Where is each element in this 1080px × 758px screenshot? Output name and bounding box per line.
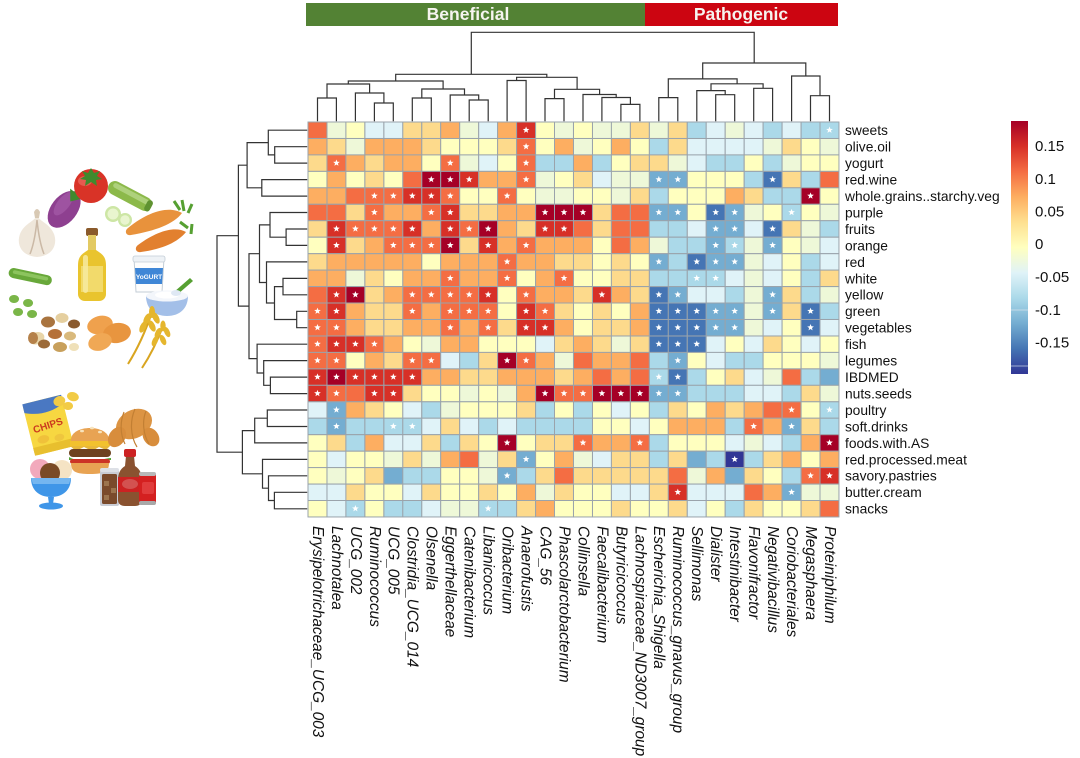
svg-text:0.15: 0.15 xyxy=(1035,138,1064,155)
svg-text:purple: purple xyxy=(845,205,884,220)
svg-text:Ruminococcus_gnavus_group: Ruminococcus_gnavus_group xyxy=(669,526,686,733)
svg-text:fruits: fruits xyxy=(845,222,875,237)
svg-text:Olsenella: Olsenella xyxy=(423,526,440,591)
svg-text:Phascolarctobacterium: Phascolarctobacterium xyxy=(555,526,572,683)
svg-text:Escherichia_Shigella: Escherichia_Shigella xyxy=(650,526,667,669)
svg-text:YoGURT: YoGURT xyxy=(136,274,162,281)
svg-text:Erysipelotrichaceae_UCG_003: Erysipelotrichaceae_UCG_003 xyxy=(309,526,326,738)
svg-text:poultry: poultry xyxy=(845,403,887,418)
svg-text:UCG_005: UCG_005 xyxy=(385,526,402,595)
svg-text:Ruminococcus: Ruminococcus xyxy=(366,526,383,627)
svg-text:snacks: snacks xyxy=(845,502,888,517)
svg-text:savory.pastries: savory.pastries xyxy=(845,469,937,484)
svg-text:sweets: sweets xyxy=(845,123,888,138)
svg-text:soft.drinks: soft.drinks xyxy=(845,419,908,434)
svg-text:butter.cream: butter.cream xyxy=(845,485,922,500)
svg-text:olive.oil: olive.oil xyxy=(845,140,891,155)
svg-text:Intestinibacter: Intestinibacter xyxy=(726,526,743,623)
svg-text:nuts.seeds: nuts.seeds xyxy=(845,387,912,402)
svg-text:Catenibacterium: Catenibacterium xyxy=(461,526,478,638)
svg-text:Beneficial: Beneficial xyxy=(427,4,510,24)
svg-text:green: green xyxy=(845,304,880,319)
svg-text:-0.1: -0.1 xyxy=(1035,302,1061,319)
svg-text:red.processed.meat: red.processed.meat xyxy=(845,452,967,467)
svg-text:fish: fish xyxy=(845,337,866,352)
svg-text:Clostridia_UCG_014: Clostridia_UCG_014 xyxy=(404,526,421,667)
svg-text:yellow: yellow xyxy=(845,288,883,303)
svg-text:foods.with.AS: foods.with.AS xyxy=(845,436,929,451)
svg-text:whole.grains..starchy.veg: whole.grains..starchy.veg xyxy=(844,189,1000,204)
svg-text:Libanicoccus: Libanicoccus xyxy=(480,526,497,615)
svg-text:-0.15: -0.15 xyxy=(1035,335,1069,352)
svg-text:legumes: legumes xyxy=(845,354,897,369)
svg-text:red.wine: red.wine xyxy=(845,173,897,188)
svg-text:Coriobacteriales: Coriobacteriales xyxy=(783,526,800,638)
svg-text:Pathogenic: Pathogenic xyxy=(694,4,789,24)
svg-text:Lachnotalea: Lachnotalea xyxy=(328,526,345,610)
svg-text:Butyricicoccus: Butyricicoccus xyxy=(612,526,629,625)
svg-text:IBDMED: IBDMED xyxy=(845,370,899,385)
svg-text:Faecalibacterium: Faecalibacterium xyxy=(593,526,610,643)
svg-text:Megasphaera: Megasphaera xyxy=(802,526,819,621)
svg-text:Lachnospiraceae_ND3007_group: Lachnospiraceae_ND3007_group xyxy=(631,526,648,757)
svg-text:Eggerthellaceae: Eggerthellaceae xyxy=(442,526,459,637)
svg-text:vegetables: vegetables xyxy=(845,321,912,336)
svg-text:Anaerofustis: Anaerofustis xyxy=(518,525,535,612)
svg-text:orange: orange xyxy=(845,238,888,253)
svg-text:0.05: 0.05 xyxy=(1035,204,1064,221)
svg-text:CAG_56: CAG_56 xyxy=(536,526,553,585)
svg-text:Negativibacillus: Negativibacillus xyxy=(764,526,781,633)
svg-text:Sellimonas: Sellimonas xyxy=(688,526,705,602)
svg-text:Collinsella: Collinsella xyxy=(574,526,591,597)
svg-text:red: red xyxy=(845,255,865,270)
svg-text:-0.05: -0.05 xyxy=(1035,269,1069,286)
svg-text:0: 0 xyxy=(1035,236,1043,253)
svg-text:0.1: 0.1 xyxy=(1035,171,1056,188)
svg-text:Proteiniphilum: Proteiniphilum xyxy=(821,526,838,624)
svg-text:yogurt: yogurt xyxy=(845,156,884,171)
svg-text:white: white xyxy=(844,271,878,286)
svg-text:UCG_002: UCG_002 xyxy=(347,526,364,595)
svg-text:Dialister: Dialister xyxy=(707,526,724,582)
svg-text:Flavonifractor: Flavonifractor xyxy=(745,526,762,620)
svg-text:Oribacterium: Oribacterium xyxy=(499,526,516,614)
